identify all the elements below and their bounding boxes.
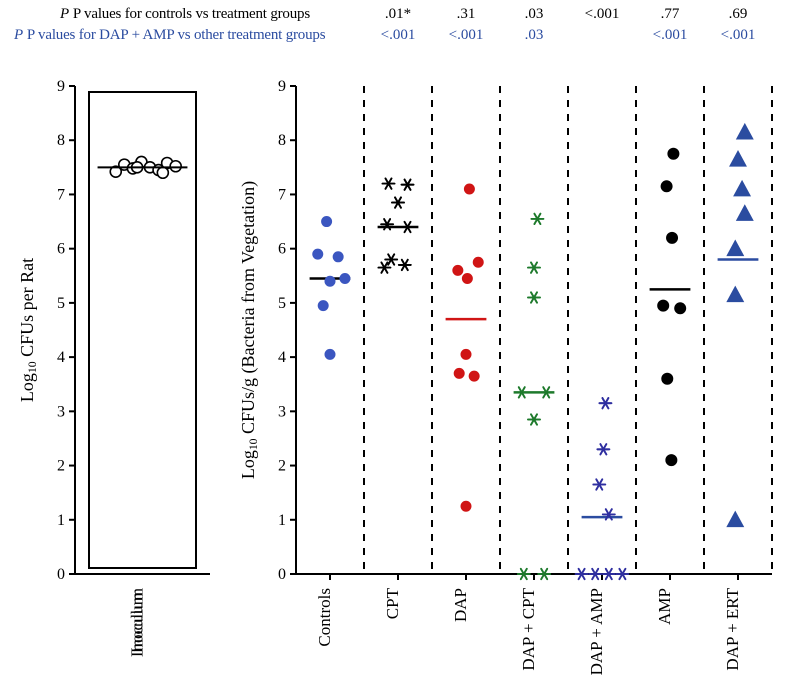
svg-text:9: 9 xyxy=(278,78,286,95)
pvalue-cell: <.001 xyxy=(708,27,768,44)
pvalues-row-1-label: P P values for controls vs treatment gro… xyxy=(60,6,310,22)
svg-text:7: 7 xyxy=(278,186,286,203)
figure-stage: P P values for controls vs treatment gro… xyxy=(0,0,796,688)
svg-text:Log10 CFUs/g (Bacteria from Ve: Log10 CFUs/g (Bacteria from Vegetation) xyxy=(238,181,260,479)
svg-text:3: 3 xyxy=(57,403,65,420)
pvalue-cell: <.001 xyxy=(368,27,428,44)
pvalues-row-2-label: P P values for DAP + AMP vs other treatm… xyxy=(14,27,325,43)
svg-text:1: 1 xyxy=(278,512,286,529)
svg-text:DAP + CPT: DAP + CPT xyxy=(519,587,538,670)
svg-text:5: 5 xyxy=(278,295,286,312)
pvalue-cell: .03 xyxy=(504,6,564,23)
svg-text:9: 9 xyxy=(57,78,65,95)
pvalue-cell: .03 xyxy=(504,27,564,44)
pvalue-cell: .01* xyxy=(368,6,428,23)
svg-text:7: 7 xyxy=(57,186,65,203)
svg-text:Inoculum: Inoculum xyxy=(128,588,147,653)
pvalue-cell: .77 xyxy=(640,6,700,23)
pvalue-cell: <.001 xyxy=(436,27,496,44)
svg-text:Controls: Controls xyxy=(315,588,334,647)
svg-text:CPT: CPT xyxy=(383,587,402,619)
pvalue-cell: <.001 xyxy=(640,27,700,44)
svg-text:DAP + AMP: DAP + AMP xyxy=(587,588,606,675)
svg-text:5: 5 xyxy=(57,295,65,312)
svg-text:DAP + ERT: DAP + ERT xyxy=(723,587,742,670)
svg-text:8: 8 xyxy=(57,132,65,149)
svg-text:DAP: DAP xyxy=(451,588,470,622)
svg-text:2: 2 xyxy=(57,458,65,475)
svg-text:6: 6 xyxy=(278,241,286,258)
svg-text:4: 4 xyxy=(278,349,286,366)
pvalue-cell: .69 xyxy=(708,6,768,23)
pvalue-cell: <.001 xyxy=(572,6,632,23)
svg-text:2: 2 xyxy=(278,458,286,475)
svg-text:0: 0 xyxy=(278,566,286,583)
svg-text:4: 4 xyxy=(57,349,65,366)
svg-text:6: 6 xyxy=(57,241,65,258)
svg-text:0: 0 xyxy=(57,566,65,583)
svg-text:AMP: AMP xyxy=(655,588,674,625)
svg-text:8: 8 xyxy=(278,132,286,149)
svg-text:1: 1 xyxy=(57,512,65,529)
svg-text:Log10 CFUs per Rat: Log10 CFUs per Rat xyxy=(17,258,39,402)
pvalue-cell: .31 xyxy=(436,6,496,23)
svg-text:3: 3 xyxy=(278,403,286,420)
chart-svg: 0123456789Log10 CFUs per RatInoculumInoc… xyxy=(0,0,796,688)
